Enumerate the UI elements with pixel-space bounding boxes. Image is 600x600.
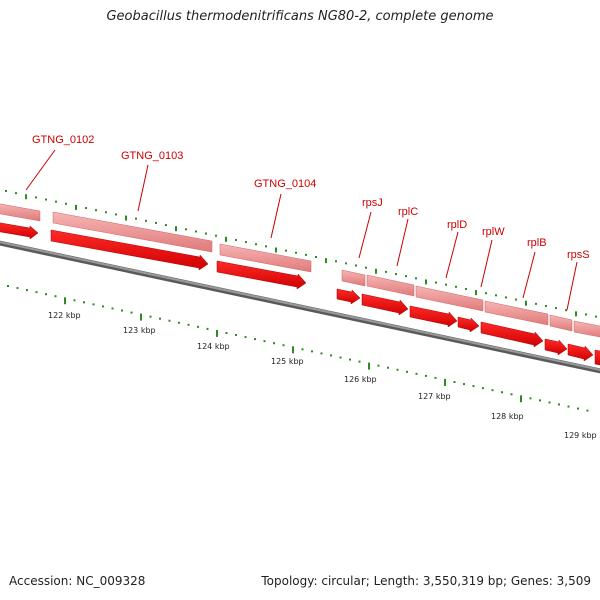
- gene-arrow-rplB: [480, 321, 544, 348]
- gene-labels: GTNG_0102 GTNG_0103 GTNG_0104 rpsJ rplC …: [32, 134, 590, 261]
- gene-band-rpsJ: [341, 269, 366, 287]
- scale-label: 127 kbp: [418, 392, 451, 401]
- scale-label: 124 kbp: [197, 342, 230, 351]
- gene-arrow-rplD: [409, 305, 458, 328]
- gene-band-0102: [0, 203, 41, 222]
- topology-text: Topology: circular; Length: 3,550,319 bp…: [261, 574, 591, 588]
- scale-tick-row: [7, 285, 589, 412]
- backbone: [0, 240, 600, 374]
- gene-arrow-rplC: [361, 293, 409, 316]
- gene-label: GTNG_0103: [121, 150, 183, 162]
- gene-label: rplD: [447, 219, 467, 231]
- gene-arrow-0104: [216, 260, 307, 290]
- gene-label: rpsJ: [362, 197, 383, 209]
- gene-band-rplW: [484, 300, 549, 326]
- gene-band-rplC: [366, 274, 415, 297]
- gene-label: rplC: [398, 206, 418, 218]
- scale-label: 129 kbp: [564, 431, 597, 440]
- gene-leader-lines: [25, 149, 578, 311]
- gene-bands: [0, 203, 600, 338]
- scale-label: 126 kbp: [344, 375, 377, 384]
- scale-label: 128 kbp: [491, 412, 524, 421]
- gene-arrow-small1: [544, 338, 568, 356]
- gene-arrow-edge: [594, 349, 600, 366]
- gene-arrow-0103: [50, 229, 209, 271]
- scale-label: 122 kbp: [48, 311, 81, 320]
- gene-label: rplW: [482, 226, 505, 238]
- accession-text: Accession: NC_009328: [9, 574, 146, 588]
- scale-label: 125 kbp: [271, 357, 304, 366]
- gene-band-0103: [52, 211, 213, 253]
- upper-tick-row: [5, 190, 597, 318]
- gene-arrows: [0, 222, 600, 366]
- gene-label: rpsS: [567, 249, 590, 261]
- gene-arrow-rplW: [457, 316, 480, 333]
- gene-band-rplD: [415, 285, 484, 312]
- gene-arrow-small2: [567, 343, 594, 362]
- gene-arrow-0102: [0, 222, 39, 240]
- gene-band-rpsS: [573, 320, 600, 338]
- scale-label: 123 kbp: [123, 326, 156, 335]
- map-title: Geobacillus thermodenitrificans NG80-2, …: [106, 9, 494, 24]
- gene-label: GTNG_0102: [32, 134, 94, 146]
- gene-band-rplB: [549, 314, 573, 332]
- gene-label: rplB: [527, 237, 547, 249]
- gene-band-0104: [219, 243, 312, 273]
- scale-labels: 122 kbp 123 kbp 124 kbp 125 kbp 126 kbp …: [48, 311, 597, 440]
- gene-label: GTNG_0104: [254, 178, 316, 190]
- gene-arrow-rpsJ: [336, 288, 361, 305]
